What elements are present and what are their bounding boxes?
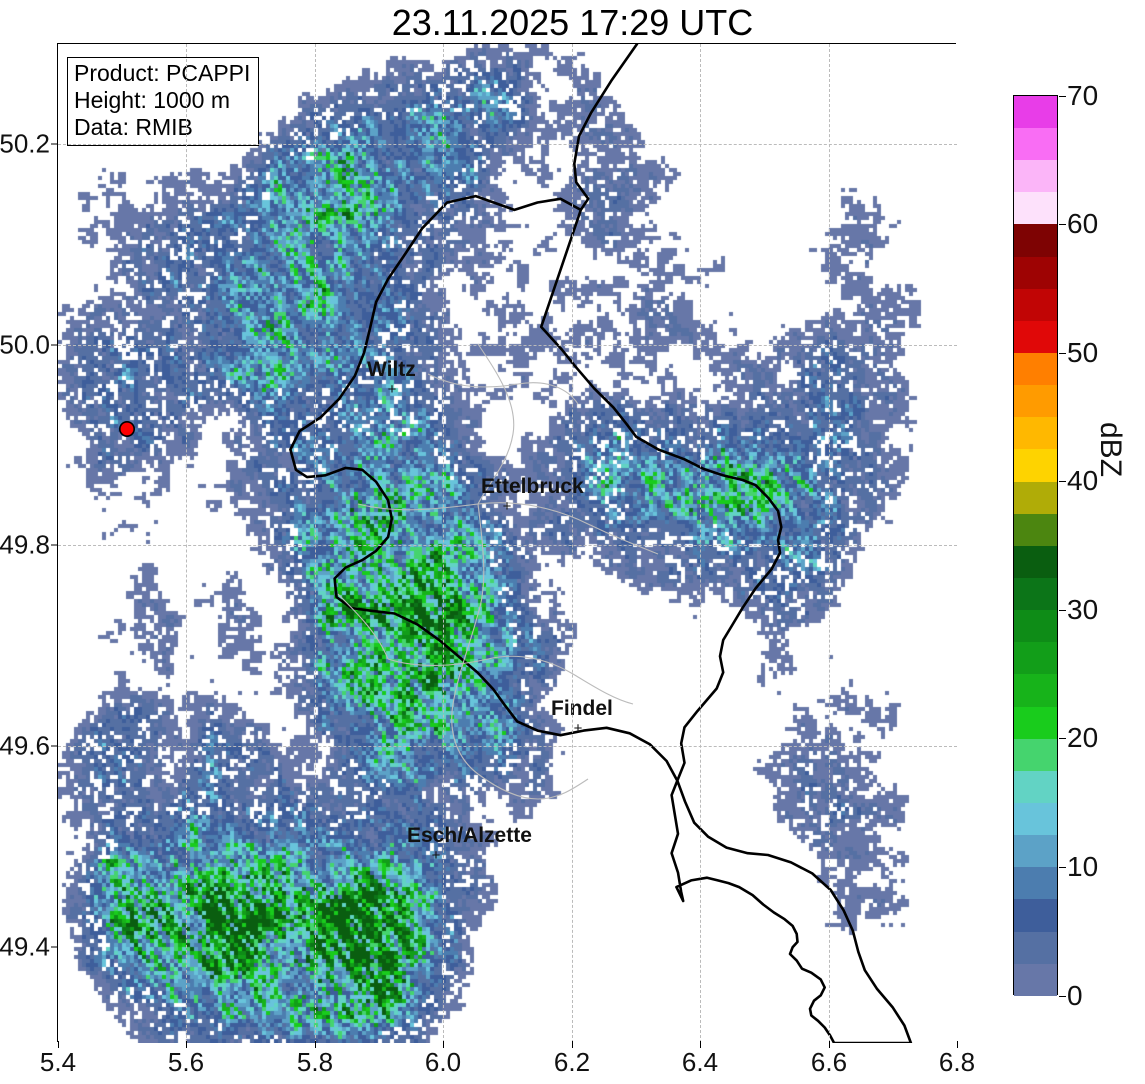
svg-text:Ettelbruck: Ettelbruck [481, 475, 584, 498]
svg-text:+: + [574, 720, 583, 737]
svg-text:Wiltz: Wiltz [367, 358, 416, 381]
svg-text:+: + [432, 847, 441, 864]
svg-text:+: + [503, 498, 512, 515]
svg-text:Esch/Alzette: Esch/Alzette [407, 824, 532, 847]
svg-text:+: + [388, 381, 397, 398]
svg-text:Findel: Findel [551, 697, 613, 720]
